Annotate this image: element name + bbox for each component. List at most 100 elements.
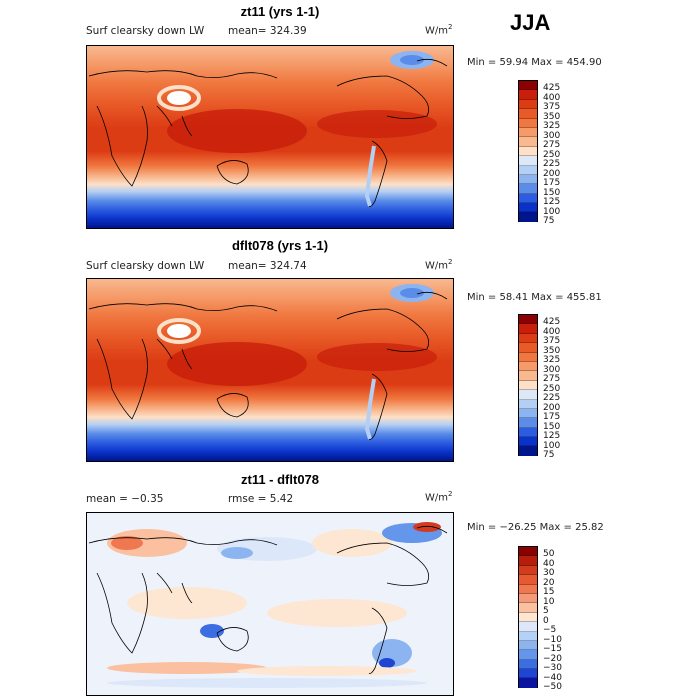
panel2-cbar-tick: 175: [543, 412, 561, 422]
panel3-cbar-swatch: [519, 593, 537, 604]
panel3-units: W/m2: [425, 490, 453, 504]
panel3-cbar-swatch: [519, 640, 537, 651]
panel2-cbar-tick: 300: [543, 364, 561, 375]
panel1-title: zt11 (yrs 1-1): [240, 4, 320, 19]
panel1-cbar-tick: 250: [543, 149, 561, 160]
panel2-cbar-swatch: [519, 427, 537, 438]
panel1-cbar-swatch: [519, 165, 537, 175]
panel3-cbar-tick: −5: [543, 625, 557, 635]
panel1-cbar-tick: 150: [543, 187, 561, 198]
panel3-cbar-swatch: [519, 584, 537, 594]
panel2-cbar-tick: 200: [543, 402, 561, 413]
panel3-cbar-tick: −20: [543, 653, 562, 664]
panel2-cbar-swatch: [519, 418, 537, 428]
panel2-cbar-tick: 400: [543, 326, 561, 337]
panel3-rmse: rmse = 5.42: [228, 493, 294, 505]
panel2-cbar-tick: 425: [543, 317, 561, 327]
panel1-cbar-swatch: [519, 146, 537, 157]
panel2-variable-label: Surf clearsky down LW: [86, 260, 205, 272]
panel2-cbar-tick: 150: [543, 421, 561, 432]
panel3-cbar-swatch: [519, 650, 537, 660]
panel1-cbar-tick: 275: [543, 140, 561, 150]
panel2-cbar-tick: 125: [543, 431, 561, 441]
panel3-cbar-tick: 0: [543, 615, 549, 626]
panel1-cbar-swatch: [519, 193, 537, 204]
panel2-cbar-swatch: [519, 371, 537, 381]
panel1-cbar-tick: 325: [543, 121, 561, 131]
panel3-minmax: Min = −26.25 Max = 25.82: [467, 522, 604, 533]
panel3-title: zt11 - dflt078: [240, 472, 320, 487]
panel1-cbar-swatch: [519, 174, 537, 185]
panel3-cbar-swatch: [519, 669, 537, 679]
panel2-cbar-swatch: [519, 399, 537, 409]
panel3-cbar-tick: −15: [543, 644, 562, 654]
panel3-cbar-swatch: [519, 612, 537, 623]
panel1-cbar-swatch: [519, 127, 537, 138]
panel3-cbar-swatch: [519, 603, 537, 613]
panel3-cbar-swatch: [519, 575, 537, 585]
panel2-cbar-swatch: [519, 361, 537, 372]
panel1-cbar-tick: 225: [543, 159, 561, 169]
panel1-cbar-swatch: [519, 184, 537, 194]
panel1-cbar-swatch: [519, 212, 537, 222]
panel1-cbar-swatch: [519, 118, 537, 128]
panel3-cbar-tick: 15: [543, 587, 555, 597]
panel1-cbar-swatch: [519, 137, 537, 147]
panel3-cbar-tick: −40: [543, 672, 562, 683]
panel3-mean: mean = −0.35: [86, 493, 164, 505]
panel1-cbar-tick: 75: [543, 216, 555, 226]
panel1-cbar-tick: 375: [543, 102, 561, 112]
panel3-cbar-swatch: [519, 547, 537, 557]
panel2-cbar-tick: 225: [543, 393, 561, 403]
panel1-cbar-tick: 200: [543, 168, 561, 179]
panel2-cbar-tick: 275: [543, 374, 561, 384]
panel2-cbar-swatch: [519, 380, 537, 391]
panel3-cbar-swatch: [519, 622, 537, 632]
panel3-cbar-tick: 20: [543, 577, 555, 588]
panel1-cbar-swatch: [519, 99, 537, 110]
panel2-cbar-swatch: [519, 343, 537, 353]
panel1-cbar-swatch: [519, 203, 537, 213]
panel3-cbar-tick: 5: [543, 606, 549, 616]
panel2-cbar-tick: 325: [543, 355, 561, 365]
panel2-cbar-swatch: [519, 333, 537, 344]
panel2-mean: mean= 324.74: [228, 260, 307, 272]
panel2-cbar-tick: 350: [543, 345, 561, 356]
panel3-colorbar: [518, 546, 538, 688]
panel2-cbar-tick: 375: [543, 336, 561, 346]
panel2-cbar-swatch: [519, 446, 537, 456]
panel3-cbar-tick: −10: [543, 634, 562, 645]
panel1-colorbar: [518, 80, 538, 222]
panel1-mean: mean= 324.39: [228, 25, 307, 37]
panel2-cbar-tick: 250: [543, 383, 561, 394]
panel1-cbar-swatch: [519, 90, 537, 100]
panel3-cbar-tick: 10: [543, 596, 555, 607]
panel1-cbar-tick: 400: [543, 92, 561, 103]
panel1-units: W/m2: [425, 23, 453, 37]
panel1-cbar-tick: 100: [543, 206, 561, 217]
panel2-cbar-swatch: [519, 437, 537, 447]
panel2-title: dflt078 (yrs 1-1): [231, 238, 329, 253]
season-label: JJA: [510, 10, 551, 35]
panel3-cbar-swatch: [519, 678, 537, 688]
panel2-map-svg: [87, 279, 453, 461]
panel2-units: W/m2: [425, 258, 453, 272]
panel1-cbar-swatch: [519, 81, 537, 91]
panel1-map-svg: [87, 46, 453, 228]
panel1-cbar-tick: 175: [543, 178, 561, 188]
panel3-map: [86, 512, 454, 696]
panel1-cbar-tick: 425: [543, 83, 561, 93]
panel1-cbar-tick: 350: [543, 111, 561, 122]
panel3-cbar-tick: −50: [543, 682, 562, 692]
panel3-cbar-swatch: [519, 556, 537, 566]
panel3-cbar-tick: 50: [543, 549, 555, 559]
panel2-cbar-swatch: [519, 408, 537, 419]
panel2-cbar-swatch: [519, 324, 537, 334]
panel2-minmax: Min = 58.41 Max = 455.81: [467, 292, 602, 303]
panel1-cbar-swatch: [519, 156, 537, 166]
panel1-variable-label: Surf clearsky down LW: [86, 25, 205, 37]
panel3-cbar-tick: 40: [543, 558, 555, 569]
panel3-cbar-swatch: [519, 565, 537, 576]
panel1-cbar-tick: 300: [543, 130, 561, 141]
panel2-cbar-swatch: [519, 315, 537, 325]
